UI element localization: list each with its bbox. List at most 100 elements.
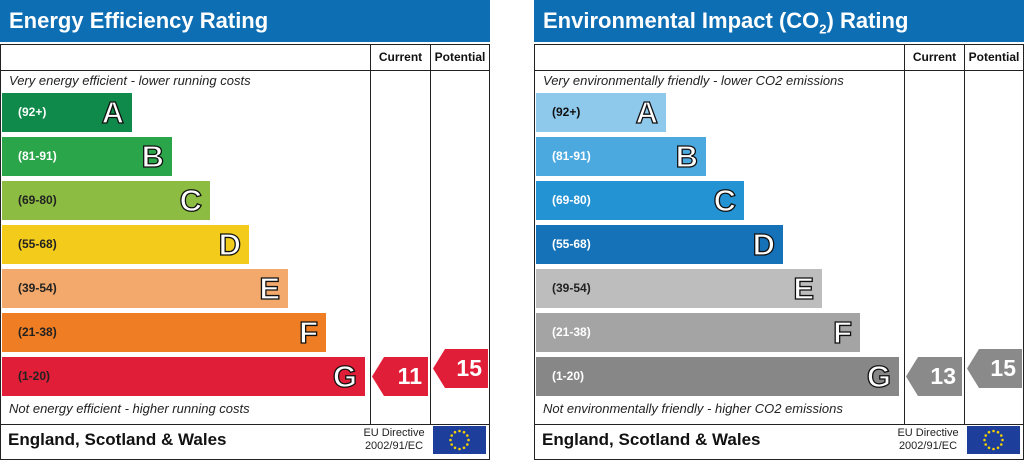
eu-flag-icon <box>967 426 1020 454</box>
panel-title: Energy Efficiency Rating <box>0 0 490 42</box>
rating-band-c: (69-80) C <box>536 181 744 220</box>
note-bottom: Not energy efficient - higher running co… <box>9 401 250 416</box>
note-bottom: Not environmentally friendly - higher CO… <box>543 401 843 416</box>
note-top: Very environmentally friendly - lower CO… <box>543 73 844 88</box>
column-header-current: Current <box>912 50 957 64</box>
rating-band-b: (81-91) B <box>2 137 172 176</box>
band-range-label: (92+) <box>552 105 581 119</box>
flag-star <box>992 429 995 433</box>
column-header-potential: Potential <box>968 50 1020 64</box>
flag-star <box>983 438 986 442</box>
energy-efficiency-panel: Energy Efficiency Rating Current Potenti… <box>0 0 490 460</box>
flag-star <box>458 447 461 451</box>
flag-star <box>984 443 988 446</box>
potential-rating-value: 15 <box>990 355 1016 381</box>
band-letter: E <box>793 270 815 306</box>
band-range-label: (39-54) <box>552 281 591 295</box>
current-rating-value: 11 <box>397 363 422 389</box>
flag-star <box>987 430 991 434</box>
arrow-icon <box>372 357 428 396</box>
potential-rating-marker: 15 <box>433 349 488 388</box>
band-letter: C <box>179 182 203 218</box>
flag-star <box>467 438 470 442</box>
rating-band-f: (21-38) F <box>2 313 326 352</box>
directive-line2: 2002/91/EC <box>898 440 958 452</box>
flag-star <box>458 429 461 433</box>
region-label: England, Scotland & Wales <box>542 430 761 449</box>
divider <box>534 70 1024 71</box>
flag-star <box>465 443 469 446</box>
band-range-label: (81-91) <box>18 149 57 163</box>
current-rating-value: 13 <box>930 363 956 389</box>
divider <box>904 44 905 424</box>
divider <box>370 44 371 424</box>
flag-star <box>992 447 995 451</box>
band-range-label: (1-20) <box>18 369 51 383</box>
divider <box>0 70 490 71</box>
directive-line2: 2002/91/EC <box>364 440 424 452</box>
band-range-label: (21-38) <box>552 325 591 339</box>
flag-star <box>462 446 466 450</box>
band-range-label: (92+) <box>18 105 47 119</box>
band-letter: G <box>332 358 357 394</box>
band-range-label: (69-80) <box>18 193 57 207</box>
flag-star <box>465 434 469 437</box>
column-header-current: Current <box>378 50 423 64</box>
flag-star <box>984 434 988 437</box>
flag-star <box>996 446 1000 450</box>
rating-band-a: (92+) A <box>536 93 666 132</box>
arrow-icon <box>906 357 962 396</box>
rating-band-d: (55-68) D <box>536 225 783 264</box>
flag-star <box>450 443 454 446</box>
band-letter: D <box>218 226 242 262</box>
flag-star <box>999 434 1003 437</box>
rating-band-d: (55-68) D <box>2 225 249 264</box>
rating-band-g: (1-20) G <box>536 357 899 396</box>
flag-star <box>1001 438 1004 442</box>
directive-line1: EU Directive <box>363 427 425 439</box>
flag-star <box>450 434 454 437</box>
current-rating-marker: 11 <box>372 357 428 396</box>
eu-directive: EU Directive 2002/91/EC <box>891 427 965 453</box>
band-letter: B <box>141 138 165 174</box>
divider <box>0 424 490 425</box>
arrow-icon <box>967 349 1022 388</box>
column-header-potential: Potential <box>434 50 486 64</box>
rating-band-e: (39-54) E <box>536 269 822 308</box>
divider <box>534 424 1024 425</box>
note-top: Very energy efficient - lower running co… <box>9 73 251 88</box>
rating-band-a: (92+) A <box>2 93 132 132</box>
band-range-label: (1-20) <box>552 369 585 383</box>
band-letter: A <box>101 94 125 130</box>
band-letter: F <box>298 314 318 350</box>
band-range-label: (55-68) <box>18 237 57 251</box>
potential-rating-value: 15 <box>456 355 482 381</box>
band-letter: F <box>832 314 852 350</box>
band-letter: B <box>675 138 699 174</box>
eu-flag-icon <box>433 426 486 454</box>
band-letter: D <box>752 226 776 262</box>
band-range-label: (81-91) <box>552 149 591 163</box>
flag-star <box>987 446 991 450</box>
panel-title: Environmental Impact (CO2) Rating <box>534 0 1024 42</box>
rating-band-g: (1-20) G <box>2 357 365 396</box>
band-letter: E <box>259 270 281 306</box>
band-range-label: (69-80) <box>552 193 591 207</box>
band-letter: G <box>866 358 891 394</box>
current-rating-marker: 13 <box>906 357 962 396</box>
flag-star <box>996 430 1000 434</box>
directive-line1: EU Directive <box>897 427 959 439</box>
band-letter: A <box>635 94 659 130</box>
flag-star <box>462 430 466 434</box>
flag-star <box>453 430 457 434</box>
environmental-impact-panel: Environmental Impact (CO2) Rating Curren… <box>534 0 1024 460</box>
rating-band-e: (39-54) E <box>2 269 288 308</box>
rating-band-c: (69-80) C <box>2 181 210 220</box>
band-range-label: (55-68) <box>552 237 591 251</box>
eu-directive: EU Directive 2002/91/EC <box>357 427 431 453</box>
rating-band-f: (21-38) F <box>536 313 860 352</box>
potential-rating-marker: 15 <box>967 349 1022 388</box>
rating-band-b: (81-91) B <box>536 137 706 176</box>
arrow-icon <box>433 349 488 388</box>
band-letter: C <box>713 182 737 218</box>
